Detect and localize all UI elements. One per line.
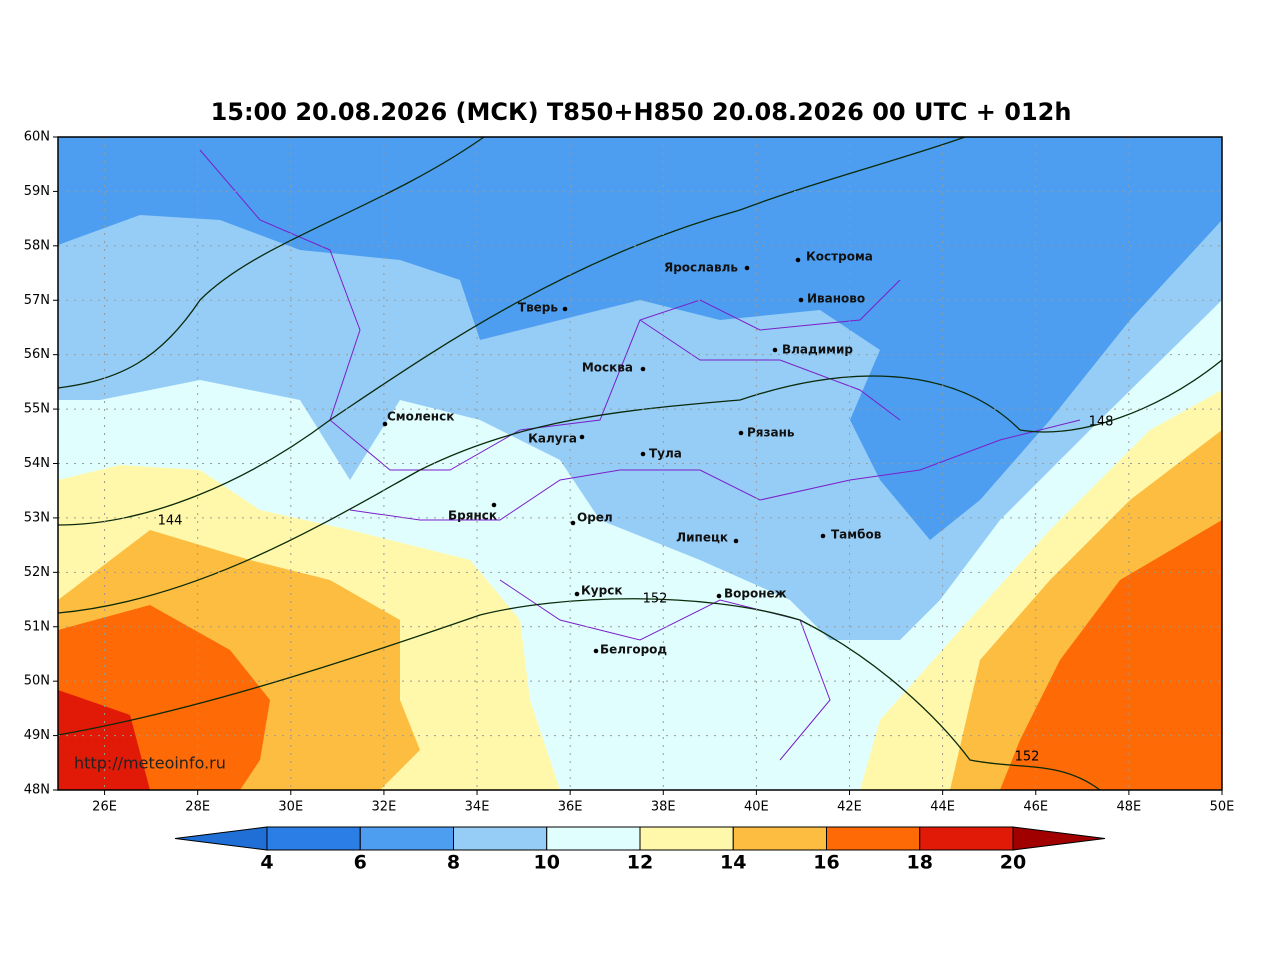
city-dot xyxy=(640,366,646,372)
city-label: Орел xyxy=(577,511,613,525)
contour-label: 144 xyxy=(158,514,183,529)
lat-tick-label: 53N xyxy=(24,510,50,525)
city-dot xyxy=(716,593,722,599)
city-label: Калуга xyxy=(528,432,577,446)
lon-tick-label: 36E xyxy=(558,800,583,815)
lon-tick-label: 28E xyxy=(185,800,210,815)
lon-tick-label: 44E xyxy=(930,800,955,815)
colorbar-segment xyxy=(359,826,454,851)
city-label: Ярославль xyxy=(664,261,738,275)
city-label: Белгород xyxy=(600,643,667,657)
city-label: Смоленск xyxy=(387,410,454,424)
city-label: Тамбов xyxy=(831,528,882,542)
city-dot xyxy=(593,648,599,654)
lon-tick-label: 40E xyxy=(744,800,769,815)
city-label: Липецк xyxy=(676,531,728,545)
lat-tick-label: 59N xyxy=(24,184,50,199)
colorbar-tick-label: 14 xyxy=(720,852,746,874)
zone-18-20 xyxy=(58,690,150,790)
colorbar-segment xyxy=(732,826,827,851)
lat-tick-label: 58N xyxy=(24,238,50,253)
lat-tick-label: 51N xyxy=(24,619,50,634)
colorbar-tick-label: 18 xyxy=(907,852,933,874)
lat-tick-label: 56N xyxy=(24,347,50,362)
colorbar-segment xyxy=(546,826,641,851)
lon-tick-label: 50E xyxy=(1210,800,1235,815)
zone-16-18 xyxy=(1000,520,1222,790)
city-dot xyxy=(733,538,739,544)
colorbar-segment xyxy=(826,826,921,851)
contour-label: 148 xyxy=(1089,415,1114,430)
lat-tick-label: 60N xyxy=(24,130,50,145)
colorbar-tick-label: 12 xyxy=(627,852,653,874)
lat-tick-label: 54N xyxy=(24,456,50,471)
zone-6-8 xyxy=(58,137,1222,540)
source-url: http://meteoinfo.ru xyxy=(74,754,226,773)
city-label: Курск xyxy=(581,584,622,598)
city-dot xyxy=(574,591,580,597)
colorbar-tick-label: 8 xyxy=(447,852,460,874)
lat-tick-label: 48N xyxy=(24,783,50,798)
city-label: Воронеж xyxy=(724,587,787,601)
lat-tick-label: 52N xyxy=(24,565,50,580)
city-label: Тула xyxy=(649,447,682,461)
colorbar-segment xyxy=(453,826,548,851)
city-label: Москва xyxy=(582,361,633,375)
city-label: Рязань xyxy=(747,426,795,440)
colorbar-extend-high xyxy=(1012,826,1106,851)
city-dot xyxy=(795,257,801,263)
colorbar-tick-label: 16 xyxy=(813,852,839,874)
city-dot xyxy=(382,421,388,427)
city-label: Владимир xyxy=(782,343,853,357)
contour-label: 152 xyxy=(1015,750,1040,765)
region-borders xyxy=(199,149,1081,761)
city-dot xyxy=(738,430,744,436)
city-dot xyxy=(772,347,778,353)
city-label: Брянск xyxy=(448,509,497,523)
city-dot xyxy=(640,451,646,457)
colorbar-segment xyxy=(919,826,1014,851)
colorbar-segment xyxy=(639,826,734,851)
city-label: Иваново xyxy=(807,292,865,306)
lat-tick-label: 49N xyxy=(24,728,50,743)
colorbar-tick-label: 4 xyxy=(260,852,273,874)
colorbar-segment xyxy=(266,826,361,851)
lon-tick-label: 46E xyxy=(1023,800,1048,815)
lat-tick-label: 55N xyxy=(24,402,50,417)
map: Кострома Ярославль Иваново Тверь Владимир Мос… xyxy=(57,136,1223,791)
lon-tick-label: 48E xyxy=(1116,800,1141,815)
lon-tick-label: 42E xyxy=(837,800,862,815)
lat-tick-label: 50N xyxy=(24,674,50,689)
city-label: Тверь xyxy=(518,301,559,315)
contour-label: 152 xyxy=(643,592,668,607)
lon-tick-label: 26E xyxy=(92,800,117,815)
colorbar-tick-label: 10 xyxy=(534,852,560,874)
city-dot xyxy=(579,434,585,440)
city-dot xyxy=(491,502,497,508)
city-dot xyxy=(820,533,826,539)
lat-tick-label: 57N xyxy=(24,293,50,308)
city-dot xyxy=(570,520,576,526)
lon-tick-label: 38E xyxy=(651,800,676,815)
map-title: 15:00 20.08.2026 (МСК) T850+H850 20.08.2… xyxy=(211,98,1072,126)
lon-tick-label: 32E xyxy=(372,800,397,815)
lon-tick-label: 30E xyxy=(278,800,303,815)
colorbar-tick-label: 20 xyxy=(1000,852,1026,874)
city-label: Кострома xyxy=(806,250,873,264)
colorbar-tick-label: 6 xyxy=(354,852,367,874)
city-dot xyxy=(798,297,804,303)
contours xyxy=(57,136,1223,791)
lon-tick-label: 34E xyxy=(465,800,490,815)
city-dot xyxy=(562,306,568,312)
city-dot xyxy=(744,265,750,271)
colorbar-extend-low xyxy=(174,826,268,851)
